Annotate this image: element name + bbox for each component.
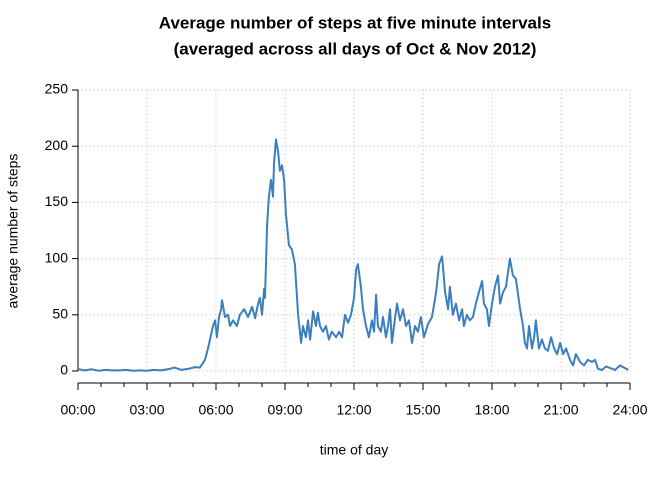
x-tick-label: 12:00 [336,402,371,418]
y-tick-label: 0 [60,362,68,378]
x-tick-label: 18:00 [474,402,509,418]
x-tick-label: 21:00 [543,402,578,418]
chart-title: Average number of steps at five minute i… [159,13,551,32]
x-tick-label: 15:00 [405,402,440,418]
x-tick-label: 00:00 [60,402,95,418]
x-axis-label: time of day [320,442,388,458]
x-tick-label: 06:00 [198,402,233,418]
data-line [77,138,629,372]
x-tick-label: 24:00 [612,402,647,418]
y-axis-label: average number of steps [5,154,21,309]
y-tick-label: 150 [45,193,69,209]
y-tick-label: 250 [45,81,69,97]
chart-subtitle: (averaged across all days of Oct & Nov 2… [174,39,537,58]
y-tick-label: 100 [45,249,69,265]
x-tick-label: 09:00 [267,402,302,418]
y-tick-label: 200 [45,137,69,153]
y-tick-label: 50 [52,306,68,322]
x-tick-label: 03:00 [129,402,164,418]
